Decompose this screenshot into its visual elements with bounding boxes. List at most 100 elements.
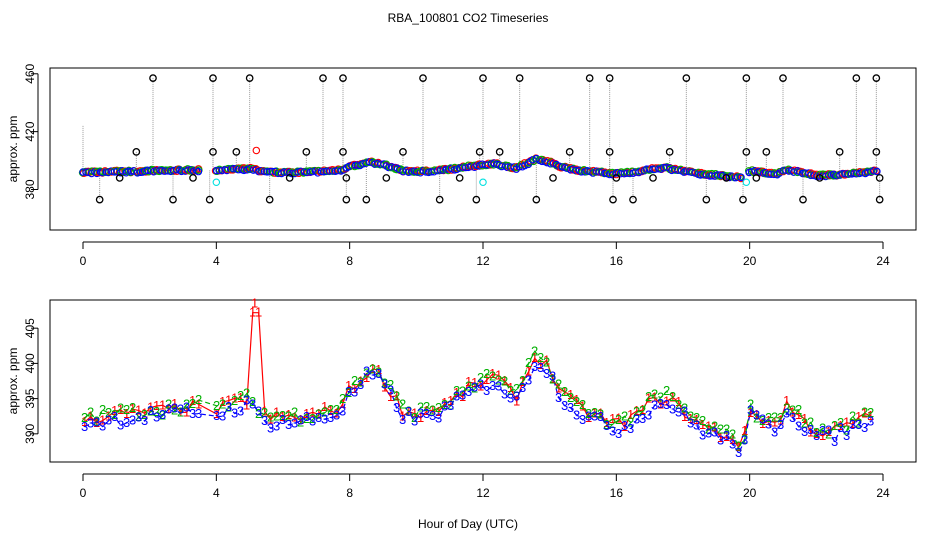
series-point-label: 3	[663, 397, 670, 412]
flagged-point	[455, 174, 464, 182]
series-point-label: 2	[435, 400, 442, 415]
series-point-label: 2	[609, 416, 616, 431]
series-point-label: 2	[795, 402, 802, 417]
series-point-label: 2	[159, 407, 166, 422]
series-point-label: 1	[591, 406, 598, 421]
flagged-point	[605, 148, 614, 156]
y-tick-label: 380	[23, 179, 37, 199]
flagged-point	[682, 74, 691, 82]
series-point-label: 1	[81, 414, 88, 429]
series-point-label: 3	[567, 400, 574, 415]
flagged-point	[435, 195, 444, 204]
series-point-label: 1	[267, 412, 274, 427]
data-point	[870, 167, 878, 175]
series-point-label: 1	[867, 408, 874, 423]
series-point-label: 1	[387, 389, 394, 404]
bottom-x-axis: 0 4 8 12 16 20 24	[80, 473, 890, 500]
series-point-label: 2	[273, 408, 280, 423]
series-point-label: 2	[699, 413, 706, 428]
flagged-point	[475, 148, 484, 156]
series-point-label: 3	[675, 404, 682, 419]
series-point-label: 2	[681, 400, 688, 415]
series-point-label: 3	[867, 414, 874, 429]
flagged-point	[189, 174, 197, 182]
series-point-label: 2	[819, 420, 826, 435]
series-point-label: 1	[537, 357, 544, 372]
flagged-point	[515, 74, 524, 82]
series-point-label: 3	[759, 412, 766, 427]
series-point-label: 2	[825, 427, 832, 442]
data-point	[113, 167, 121, 176]
flagged-point	[285, 174, 294, 182]
top-y-axis-label: approx. ppm	[6, 116, 20, 183]
series-point-label: 3	[849, 417, 856, 432]
series-point-label: 2	[177, 404, 184, 419]
series-point-label: 1	[147, 400, 154, 415]
series-point-label: 1	[177, 404, 184, 419]
series-point-label: 3	[789, 410, 796, 425]
series-point-label: 3	[327, 410, 334, 425]
flagged-point	[852, 74, 861, 82]
bottom-panel: 1111111111111111111111111111111111111111…	[6, 296, 917, 500]
series-point-label: 3	[693, 418, 700, 433]
series-point-label: 3	[153, 410, 160, 425]
series-point-label: 3	[735, 445, 742, 460]
series-point-label: 3	[489, 378, 496, 393]
series-point-label: 2	[279, 408, 286, 423]
series-point-label: 1	[483, 372, 490, 387]
y-tick-label: 460	[23, 63, 37, 83]
series-point-label: 1	[705, 419, 712, 434]
series-point-label: 3	[723, 428, 730, 443]
series-point-label: 3	[831, 434, 838, 449]
series-point-label: 1	[639, 402, 646, 417]
flagged-point	[209, 74, 217, 82]
series-point-label: 3	[231, 405, 238, 420]
series-point-label: 3	[351, 385, 358, 400]
series-point-label: 1	[465, 374, 472, 389]
flagged-point	[799, 195, 807, 204]
series-point-label: 2	[669, 389, 676, 404]
series-point-label: 2	[453, 383, 460, 398]
cyan-outlier-point	[212, 178, 221, 187]
series-point-label: 3	[219, 409, 226, 424]
top-spike-lines	[82, 78, 881, 200]
series-point-label: 1	[837, 418, 844, 433]
series-point-label: 3	[621, 418, 628, 433]
series-point-label: 2	[267, 409, 274, 424]
series-point-label: 2	[117, 400, 124, 415]
flagged-point	[342, 195, 351, 204]
series-point-label: 2	[243, 385, 250, 400]
x-tick-label: 12	[476, 486, 490, 500]
series-point-label: 1	[405, 403, 412, 418]
series-point-label: 1	[303, 406, 310, 421]
series-point-label: 3	[819, 423, 826, 438]
series-point-label: 2	[741, 431, 748, 446]
series-point-label: 3	[291, 416, 298, 431]
series-point-label: 1	[525, 364, 532, 379]
flagged-point	[95, 195, 104, 204]
series-point-label: 3	[111, 409, 118, 424]
flagged-point	[585, 74, 594, 82]
bottom-y-axis-label: approx. ppm	[6, 348, 20, 415]
series-point-label: 2	[105, 405, 112, 420]
series-point-label: 3	[243, 393, 250, 408]
series-point-label: 2	[357, 374, 364, 389]
series-point-label: 3	[465, 384, 472, 399]
y-tick-label: 405	[23, 318, 37, 338]
flagged-point	[875, 195, 884, 204]
series-point-label: 3	[669, 401, 676, 416]
series-point-label: 3	[267, 420, 274, 435]
series-point-label: 2	[813, 425, 820, 440]
series-point-label: 3	[117, 417, 124, 432]
series-point-label: 3	[537, 360, 544, 375]
series-point-label: 3	[309, 413, 316, 428]
series-point-label: 3	[825, 423, 832, 438]
series-point-label: 2	[537, 350, 544, 365]
flagged-point	[382, 174, 391, 182]
series-point-label: 1	[519, 374, 526, 389]
series-point-label: 3	[183, 400, 190, 415]
series-point-label: 1	[189, 393, 196, 408]
series-point-label: 2	[333, 402, 340, 417]
series-point-label: 3	[129, 413, 136, 428]
series-point-label: 1	[801, 411, 808, 426]
